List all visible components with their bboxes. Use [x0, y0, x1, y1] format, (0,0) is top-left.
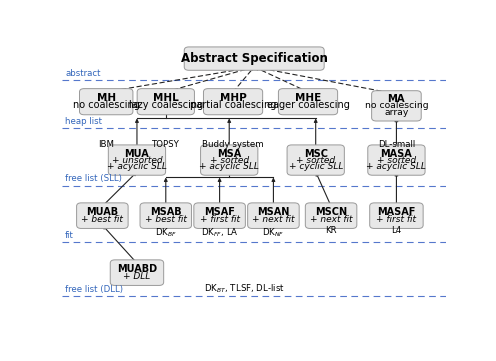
- Text: Abstract Specification: Abstract Specification: [181, 52, 328, 65]
- FancyBboxPatch shape: [137, 89, 194, 115]
- FancyBboxPatch shape: [110, 260, 164, 286]
- Text: + sorted: + sorted: [296, 156, 335, 165]
- Text: no coalescing: no coalescing: [365, 101, 428, 110]
- FancyBboxPatch shape: [200, 145, 258, 175]
- FancyBboxPatch shape: [194, 203, 246, 229]
- Text: lazy coalescing: lazy coalescing: [128, 100, 203, 110]
- Text: IBM: IBM: [98, 140, 114, 149]
- FancyBboxPatch shape: [248, 203, 299, 229]
- Text: MUABD: MUABD: [117, 264, 157, 274]
- Text: DK$_{NF}$: DK$_{NF}$: [262, 226, 285, 239]
- Text: MHP: MHP: [220, 93, 247, 103]
- Text: + cyclic SLL: + cyclic SLL: [289, 162, 343, 171]
- Text: MASAF: MASAF: [377, 207, 416, 217]
- FancyBboxPatch shape: [203, 89, 263, 115]
- Text: MHL: MHL: [153, 93, 179, 103]
- Text: + sorted: + sorted: [377, 156, 416, 165]
- FancyBboxPatch shape: [287, 145, 344, 175]
- Text: DK$_{BT}$, TLSF, DL-list: DK$_{BT}$, TLSF, DL-list: [204, 283, 285, 295]
- Text: MUA: MUA: [124, 149, 149, 159]
- Text: no coalescing: no coalescing: [73, 100, 140, 110]
- Text: DK$_{FF}$, LA: DK$_{FF}$, LA: [201, 226, 239, 239]
- Text: + best fit: + best fit: [81, 215, 124, 224]
- Text: TOPSY: TOPSY: [152, 140, 180, 149]
- FancyBboxPatch shape: [76, 203, 128, 229]
- Text: MSC: MSC: [304, 149, 328, 159]
- Text: MHE: MHE: [295, 93, 321, 103]
- Text: + next fit: + next fit: [310, 215, 352, 224]
- Text: MSA: MSA: [217, 149, 242, 159]
- Text: eager coalescing: eager coalescing: [266, 100, 350, 110]
- Text: MSAB: MSAB: [150, 207, 182, 217]
- FancyBboxPatch shape: [372, 91, 421, 121]
- Text: Buddy system: Buddy system: [202, 140, 264, 149]
- Text: + acyclic SLL: + acyclic SLL: [367, 162, 427, 171]
- Text: MA: MA: [387, 95, 405, 104]
- Text: MSAF: MSAF: [204, 207, 235, 217]
- Text: KR: KR: [325, 226, 337, 235]
- FancyBboxPatch shape: [306, 203, 357, 229]
- FancyBboxPatch shape: [140, 203, 191, 229]
- FancyBboxPatch shape: [278, 89, 338, 115]
- FancyBboxPatch shape: [108, 145, 166, 175]
- Text: array: array: [384, 108, 409, 117]
- FancyBboxPatch shape: [79, 89, 133, 115]
- Text: MSAN: MSAN: [257, 207, 290, 217]
- Text: + sorted: + sorted: [210, 156, 249, 165]
- Text: + next fit: + next fit: [252, 215, 295, 224]
- FancyBboxPatch shape: [184, 47, 324, 70]
- FancyBboxPatch shape: [370, 203, 423, 229]
- Text: MSCN: MSCN: [315, 207, 347, 217]
- FancyBboxPatch shape: [368, 145, 425, 175]
- Text: MASA: MASA: [380, 149, 412, 159]
- Text: free list (SLL): free list (SLL): [65, 174, 122, 183]
- Text: partial coalescing: partial coalescing: [190, 100, 276, 110]
- Text: + acyclic SLL: + acyclic SLL: [199, 162, 259, 171]
- Text: heap list: heap list: [65, 117, 102, 126]
- Text: + unsorted: + unsorted: [112, 156, 162, 165]
- Text: + first fit: + first fit: [199, 215, 240, 224]
- Text: + acyclic SLL: + acyclic SLL: [107, 162, 167, 171]
- Text: L4: L4: [391, 226, 402, 235]
- Text: MUAB: MUAB: [86, 207, 119, 217]
- Text: fit: fit: [65, 231, 74, 240]
- Text: abstract: abstract: [65, 69, 101, 78]
- Text: DK$_{BF}$: DK$_{BF}$: [155, 226, 177, 239]
- Text: free list (DLL): free list (DLL): [65, 285, 123, 294]
- Text: + best fit: + best fit: [145, 215, 186, 224]
- Text: DL-small: DL-small: [378, 140, 415, 149]
- Text: MH: MH: [97, 93, 116, 103]
- Text: + DLL: + DLL: [124, 272, 151, 281]
- Text: + first fit: + first fit: [376, 215, 417, 224]
